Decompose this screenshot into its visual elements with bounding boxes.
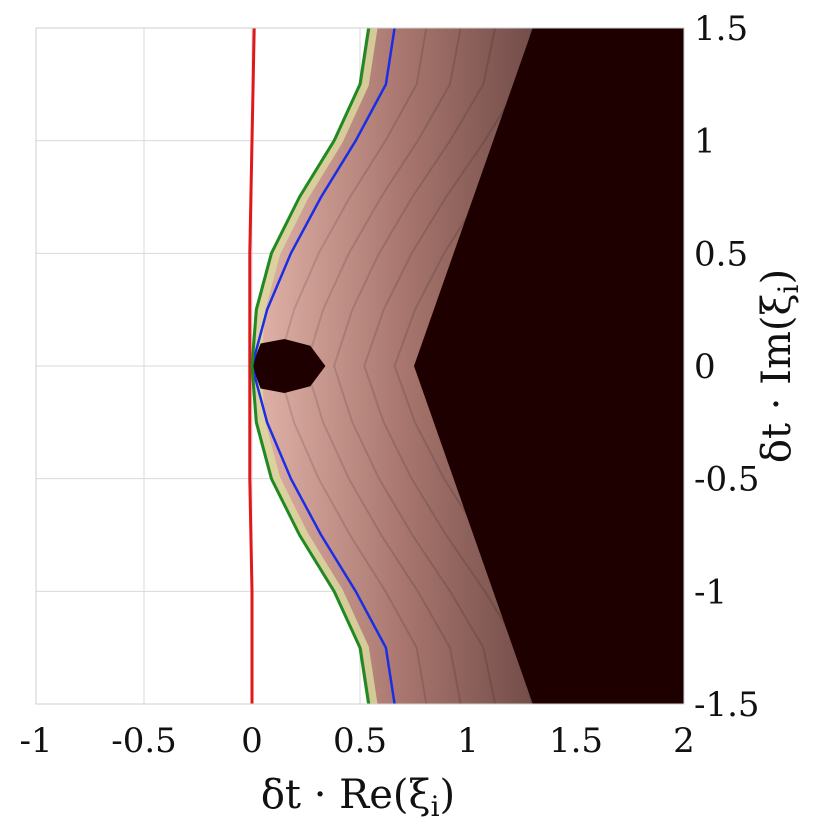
contour-band-line	[333, 28, 497, 704]
y-tick-label: 1.5	[694, 9, 748, 49]
y-tick-label: -0.5	[694, 460, 760, 500]
region-outer-dark	[414, 28, 684, 704]
y-tick-label: 0.5	[694, 234, 748, 274]
y-tick-label: 0	[694, 347, 716, 387]
contour-band-line	[363, 28, 534, 704]
x-tick-label: 0.5	[333, 721, 387, 761]
stability-curves	[248, 28, 396, 704]
y-tick-label: 1	[694, 122, 716, 162]
x-axis-label: δt · Re(ξi)	[261, 772, 455, 823]
region-inner-lobe	[252, 339, 326, 393]
plot-frame	[35, 27, 685, 705]
x-tick-labels: -1 -0.5 0 0.5 1 1.5 2	[19, 721, 694, 761]
x-tick-label: -0.5	[111, 721, 177, 761]
curve-0	[248, 28, 256, 704]
y-tick-labels: 1.5 1 0.5 0 -0.5 -1 -1.5	[694, 9, 760, 725]
y-tick-label: -1.5	[694, 685, 760, 725]
curve-2	[250, 28, 371, 704]
x-tick-label: 1.5	[549, 721, 603, 761]
x-tick-label: 0	[241, 721, 263, 761]
contour-regions	[252, 28, 684, 704]
y-tick-label: -1	[694, 572, 727, 612]
x-tick-label: 1	[457, 721, 479, 761]
y-axis-label: δt · Im(ξi)	[754, 269, 805, 463]
x-tick-label: -1	[19, 721, 52, 761]
x-tick-label: 2	[673, 721, 695, 761]
